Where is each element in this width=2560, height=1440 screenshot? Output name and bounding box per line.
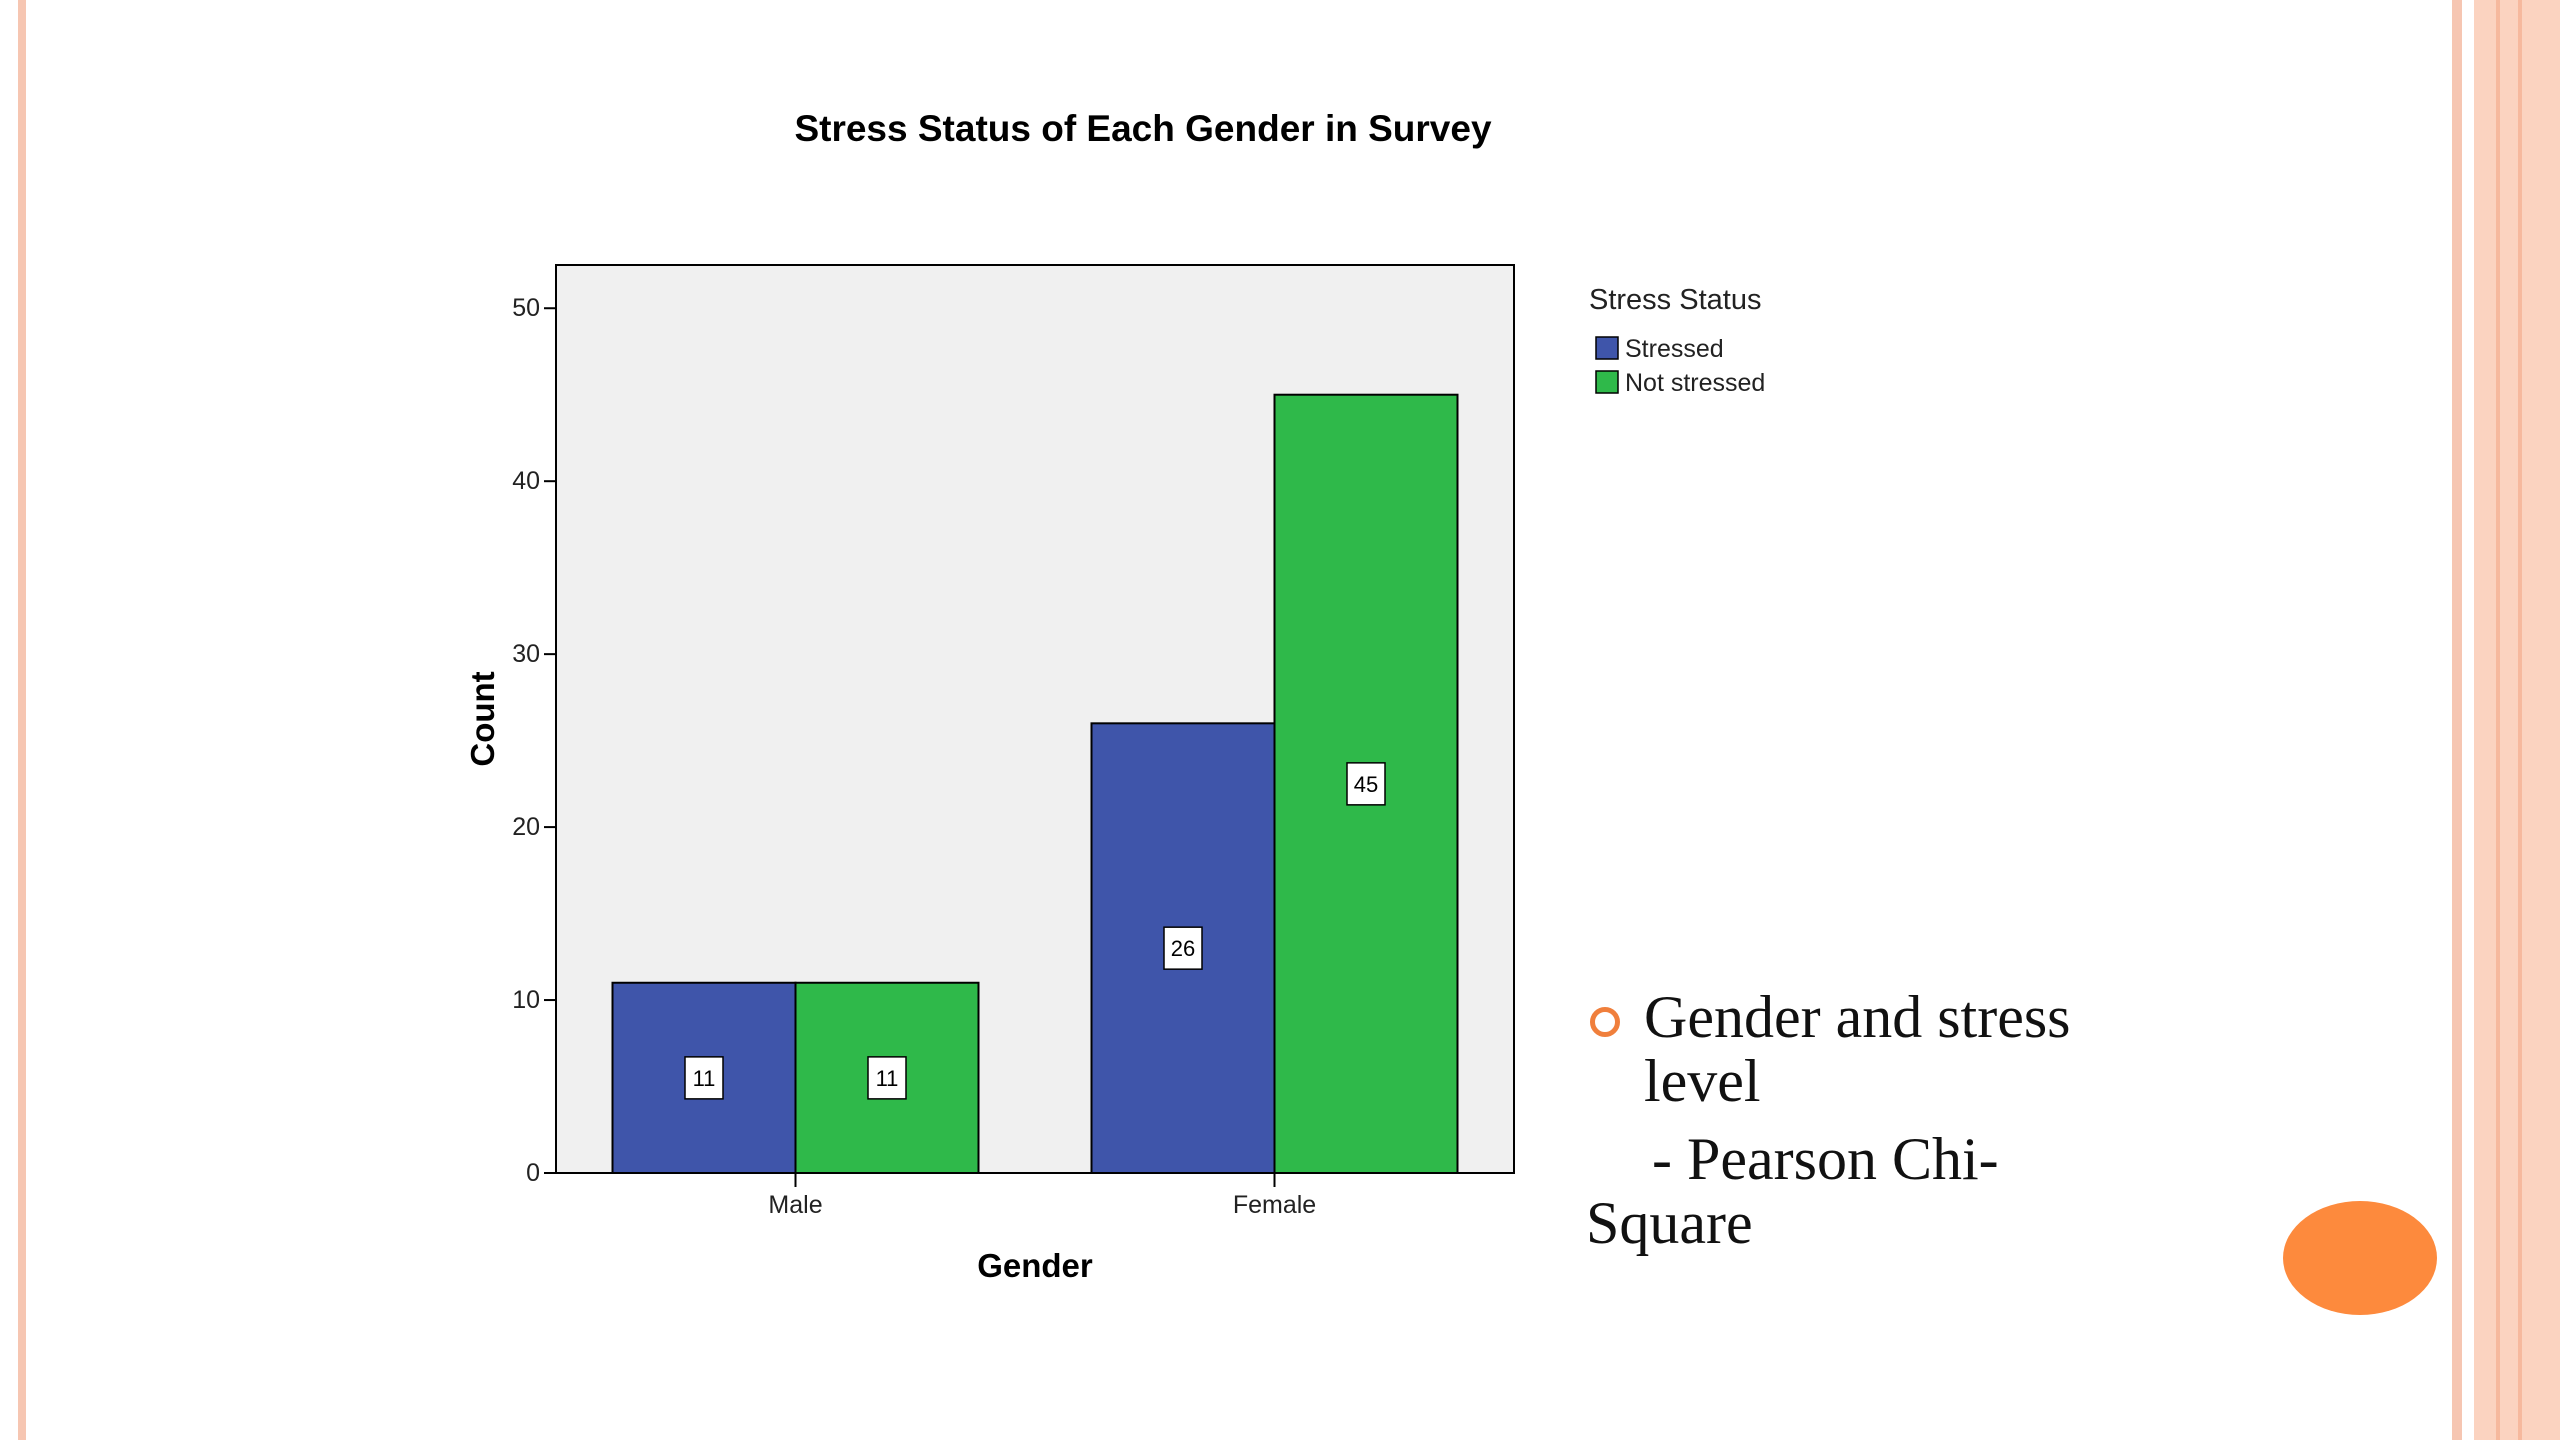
bullet-text: Gender and stress level — [1644, 984, 2071, 1114]
data-label-box — [684, 1056, 724, 1100]
data-label: 11 — [876, 1066, 899, 1091]
y-tick-label: 10 — [512, 986, 540, 1014]
data-label: 11 — [693, 1066, 716, 1091]
y-tick-label: 40 — [512, 467, 540, 495]
y-tick-label: 30 — [512, 640, 540, 668]
legend-swatch — [1595, 370, 1619, 394]
slide-border-right — [2448, 0, 2560, 1440]
y-tick-label: 0 — [526, 1159, 540, 1187]
y-axis: 0 10 20 30 40 50 — [512, 294, 556, 1187]
y-tick-label: 20 — [512, 813, 540, 841]
chart-title: Stress Status of Each Gender in Survey — [794, 108, 1491, 149]
y-tick-label: 50 — [512, 294, 540, 322]
x-axis-label: Gender — [977, 1247, 1093, 1284]
sub-text: - Pearson Chi-Square — [1586, 1126, 1999, 1256]
x-tick-label: Male — [768, 1191, 822, 1219]
legend-swatch — [1595, 336, 1619, 360]
x-axis: Male Female — [768, 1173, 1316, 1219]
x-tick-label: Female — [1233, 1191, 1316, 1219]
data-label-box — [1346, 762, 1386, 806]
legend-label: Not stressed — [1625, 369, 1765, 397]
slide-border-left — [18, 0, 26, 1440]
data-label-box — [1163, 926, 1203, 970]
data-label-box — [867, 1056, 907, 1100]
orange-circle-decoration — [2283, 1201, 2437, 1315]
y-axis-label: Count — [464, 671, 501, 766]
data-label: 45 — [1354, 772, 1378, 797]
data-label: 26 — [1171, 936, 1195, 961]
legend-label: Stressed — [1625, 335, 1724, 363]
slide-bullet-block: Gender and stress level - Pearson Chi-Sq… — [1586, 985, 2086, 1255]
bullet-item: Gender and stress level — [1586, 985, 2086, 1113]
bars-group: 11 11 26 45 — [611, 393, 1459, 1174]
legend-title: Stress Status — [1589, 284, 1761, 316]
legend: Stress Status Stressed Not stressed — [1589, 284, 1765, 397]
bullet-ring-icon — [1590, 1007, 1620, 1037]
legend-items: Stressed Not stressed — [1595, 335, 1765, 397]
